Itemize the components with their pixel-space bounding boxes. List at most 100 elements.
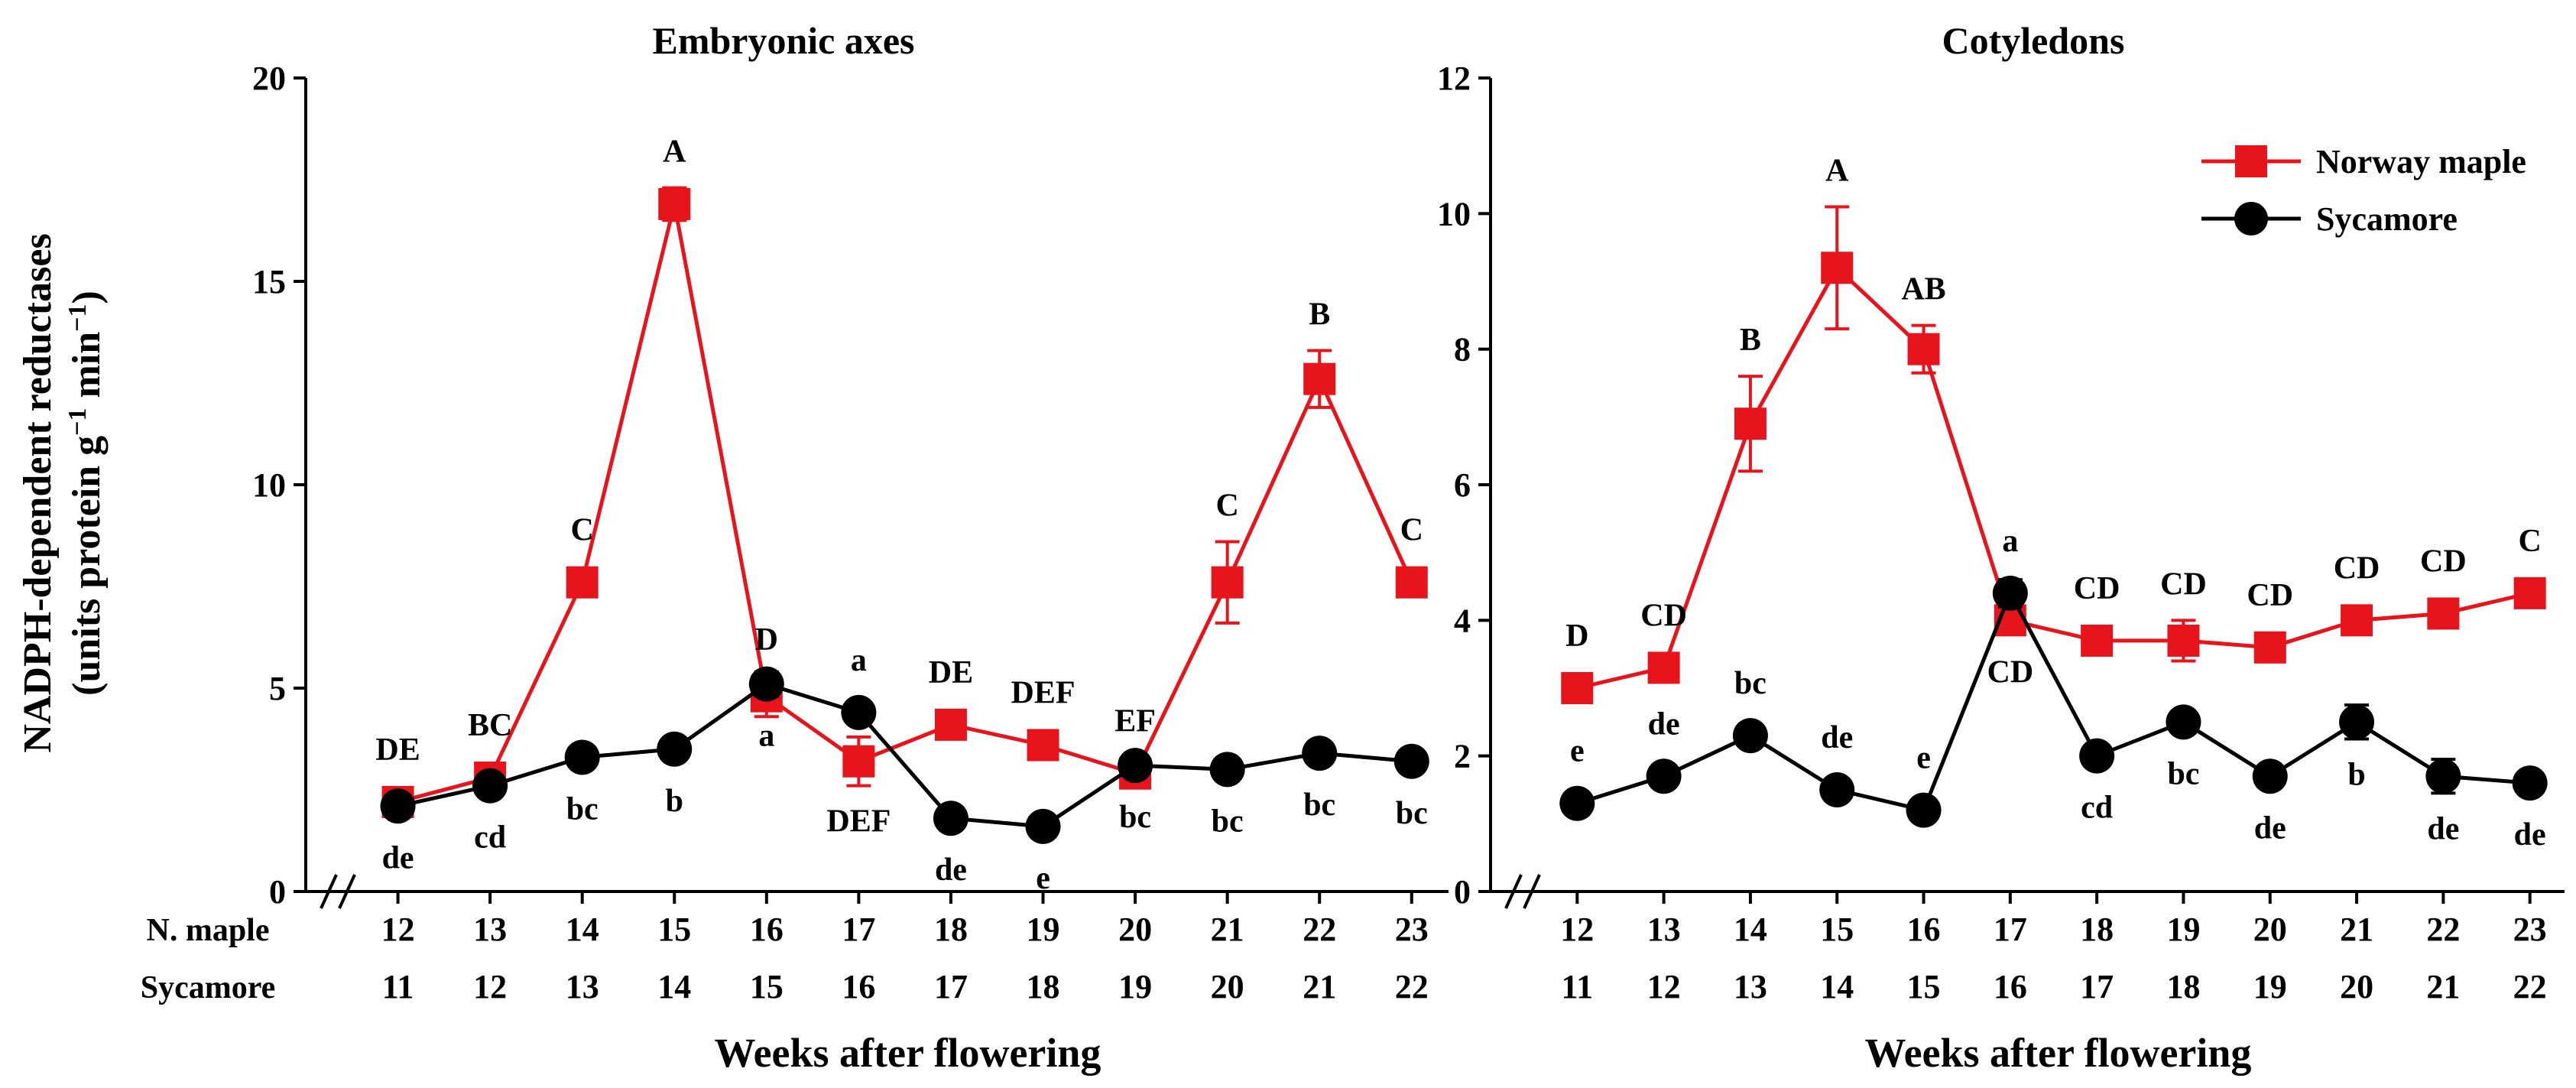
x-tick-label-norway: 19 [1027, 911, 1060, 948]
x-tick-label-sycamore: 19 [1118, 968, 1152, 1005]
significance-letter: CD [2074, 571, 2120, 606]
marker-norway [2427, 597, 2460, 630]
marker-sycamore [1819, 772, 1855, 807]
significance-letter: BC [468, 708, 512, 743]
series-sycamore: e de bc de e a cd bc de b de de [1559, 524, 2548, 853]
y-tick-label: 8 [1454, 331, 1471, 369]
x-tick-label-sycamore: 20 [2340, 968, 2373, 1005]
significance-letter: b [666, 784, 683, 819]
x-tick-label-norway: 15 [1820, 911, 1854, 948]
x-tick-label-sycamore: 22 [1395, 968, 1429, 1005]
x-tick-label-sycamore: 17 [2080, 968, 2114, 1005]
significance-letter: a [758, 719, 774, 754]
x-tick-label-sycamore: 11 [382, 968, 414, 1005]
marker-sycamore [472, 768, 508, 804]
significance-letter: DE [929, 655, 973, 690]
axis-break-stroke [1504, 874, 1523, 909]
significance-letter: C [571, 513, 594, 548]
marker-norway [1395, 566, 1428, 599]
x-tick-label-norway: 20 [1118, 911, 1152, 948]
marker-norway [1211, 566, 1244, 599]
line-norway [397, 203, 1414, 804]
axis-break-stroke [320, 874, 338, 909]
marker-sycamore [1992, 575, 2028, 611]
x-tick-label-sycamore: 21 [2426, 968, 2460, 1005]
marker-sycamore [1906, 792, 1942, 828]
x-tick-label-norway: 21 [1211, 911, 1244, 948]
x-tick-label-norway: 22 [2426, 911, 2460, 948]
significance-letter: bc [1119, 800, 1151, 835]
y-tick-label: 5 [269, 670, 286, 707]
significance-letter: bc [1303, 788, 1335, 823]
significance-letter: de [1821, 720, 1853, 755]
x-tick-label-sycamore: 20 [1211, 968, 1244, 1005]
significance-letter: bc [566, 791, 599, 827]
significance-letter: C [1215, 488, 1238, 523]
x-tick-label-norway: 15 [657, 911, 691, 948]
marker-norway [2341, 604, 2373, 637]
significance-letter: CD [1640, 598, 1687, 633]
x-tick-label-sycamore: 12 [473, 968, 507, 1005]
cotyledons-panel: Cotyledons 0 2 4 6 8 10 12 12 11 13 12 14 13 15 14 16 15 1… [1437, 19, 2565, 1076]
significance-letter: bc [2167, 756, 2199, 791]
x-axis-title: Weeks after flowering [1865, 1030, 2252, 1076]
significance-letter: AB [1901, 272, 1945, 307]
x-tick-label-sycamore: 14 [1820, 968, 1854, 1005]
x-tick-label-sycamore: 13 [566, 968, 599, 1005]
y-tick-label: 10 [252, 466, 286, 504]
x-tick-label-norway: 12 [1560, 911, 1594, 948]
significance-letter: de [1648, 706, 1680, 742]
significance-letter: de [2514, 817, 2546, 853]
marker-sycamore [1025, 808, 1061, 844]
marker-sycamore [2166, 704, 2201, 740]
legend-sycamore: Sycamore [2201, 200, 2458, 238]
marker-sycamore [1209, 752, 1245, 788]
significance-letter: DEF [826, 804, 891, 840]
axis-break-stroke [1523, 874, 1541, 909]
x-tick-label-norway: 22 [1303, 911, 1336, 948]
x-tick-label-norway: 16 [750, 911, 784, 948]
y-tick-label: 12 [1437, 60, 1471, 97]
marker-norway [658, 187, 691, 220]
significance-letter: B [1740, 323, 1761, 358]
line-sycamore [1576, 588, 2530, 813]
x-tick-label-norway: 18 [2080, 911, 2114, 948]
x-tick-label-norway: 14 [566, 911, 599, 948]
x-tick-label-sycamore: 13 [1734, 968, 1767, 1005]
x-tick-label-sycamore: 21 [1303, 968, 1336, 1005]
marker-norway [934, 708, 967, 741]
significance-letter: A [663, 135, 686, 170]
significance-letter: cd [2081, 791, 2113, 826]
legend-sycamore-marker [2234, 202, 2268, 235]
marker-sycamore [380, 788, 416, 824]
marker-sycamore [2512, 765, 2548, 801]
marker-sycamore [2252, 758, 2288, 794]
significance-letter: e [1916, 741, 1931, 776]
marker-sycamore [841, 694, 877, 730]
x-tick-label-norway: 19 [2166, 911, 2200, 948]
marker-sycamore [1302, 736, 1338, 771]
significance-letter: bc [1396, 796, 1428, 831]
significance-letter: de [2254, 810, 2286, 846]
x-tick-label-norway: 13 [473, 911, 507, 948]
x-tick-label-sycamore: 14 [657, 968, 691, 1005]
significance-letter: DEF [1011, 675, 1075, 710]
marker-norway [2167, 624, 2200, 657]
significance-letter: A [1825, 153, 1849, 188]
x-axis-title: Weeks after flowering [715, 1030, 1101, 1076]
x-tick-label-sycamore: 15 [750, 968, 784, 1005]
line-sycamore [397, 681, 1412, 829]
marker-sycamore [1118, 748, 1153, 784]
significance-letter: bc [1212, 804, 1244, 839]
x-tick-label-sycamore: 17 [934, 968, 968, 1005]
significance-letter: DE [375, 732, 420, 768]
x-tick-label-norway: 18 [934, 911, 968, 948]
significance-letter: de [2427, 811, 2459, 846]
y-axis-label: NADPH-dependent reductases (units protei… [16, 233, 109, 752]
x-tick-label-sycamore: 18 [2166, 968, 2200, 1005]
legend-sycamore-label: Sycamore [2316, 200, 2458, 238]
x-tick-label-sycamore: 12 [1647, 968, 1681, 1005]
y-tick-label: 20 [252, 60, 286, 97]
marker-norway [2513, 576, 2546, 609]
